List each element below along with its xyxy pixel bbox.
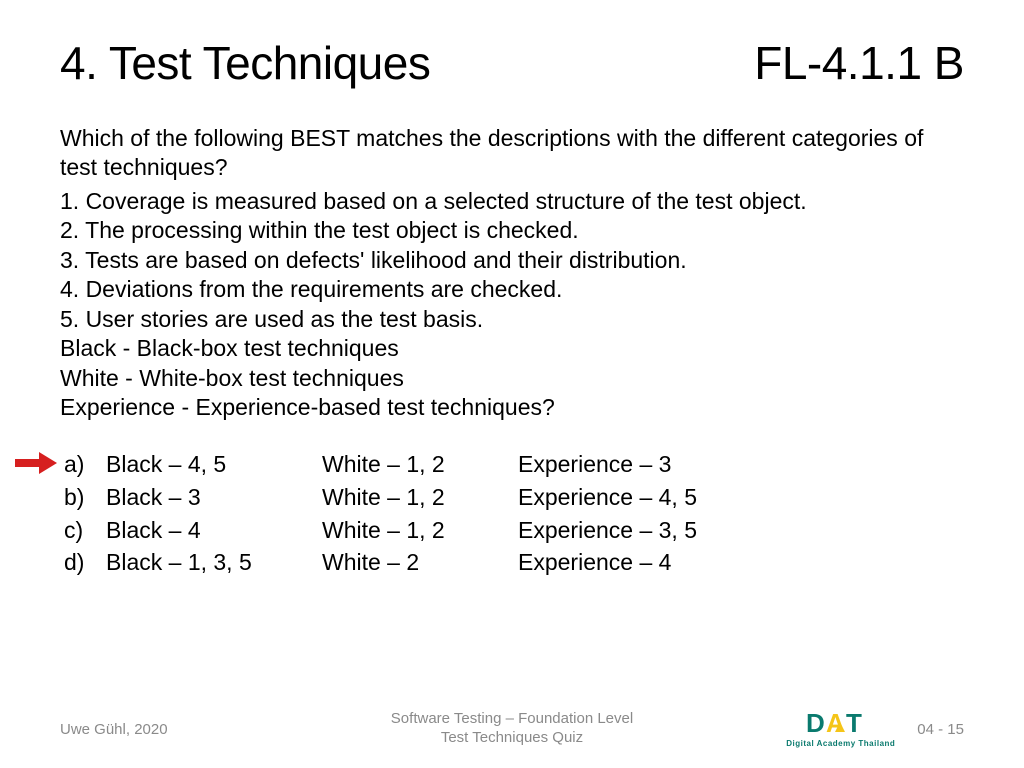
- answer-white: White – 1, 2: [322, 448, 518, 481]
- statement-1: 1. Coverage is measured based on a selec…: [60, 187, 964, 216]
- answer-exp: Experience – 4: [518, 546, 671, 579]
- answer-label: c): [60, 514, 106, 547]
- dat-logo-icon: D A T: [806, 710, 876, 738]
- question-text: Which of the following BEST matches the …: [60, 124, 964, 183]
- answer-label: d): [60, 546, 106, 579]
- answer-label: b): [60, 481, 106, 514]
- answer-exp: Experience – 3: [518, 448, 671, 481]
- dat-logo-subtitle: Digital Academy Thailand: [786, 739, 895, 748]
- answer-a: a) Black – 4, 5 White – 1, 2 Experience …: [60, 448, 964, 481]
- answer-exp: Experience – 4, 5: [518, 481, 697, 514]
- answer-exp: Experience – 3, 5: [518, 514, 697, 547]
- title-left: 4. Test Techniques: [60, 36, 430, 90]
- answer-black: Black – 3: [106, 481, 322, 514]
- title-row: 4. Test Techniques FL-4.1.1 B: [60, 36, 964, 90]
- answer-black: Black – 1, 3, 5: [106, 546, 322, 579]
- footer-left: Uwe Gühl, 2020: [60, 721, 168, 738]
- answer-b: b) Black – 3 White – 1, 2 Experience – 4…: [60, 481, 964, 514]
- answer-label: a): [60, 448, 106, 481]
- answer-black: Black – 4, 5: [106, 448, 322, 481]
- svg-text:A: A: [826, 710, 845, 738]
- statement-3: 3. Tests are based on defects' likelihoo…: [60, 246, 964, 275]
- statement-4: 4. Deviations from the requirements are …: [60, 275, 964, 304]
- answer-white: White – 1, 2: [322, 481, 518, 514]
- statement-2: 2. The processing within the test object…: [60, 216, 964, 245]
- answer-white: White – 2: [322, 546, 518, 579]
- answer-white: White – 1, 2: [322, 514, 518, 547]
- answer-black: Black – 4: [106, 514, 322, 547]
- svg-text:T: T: [846, 710, 862, 738]
- answers-block: a) Black – 4, 5 White – 1, 2 Experience …: [60, 448, 964, 579]
- answer-d: d) Black – 1, 3, 5 White – 2 Experience …: [60, 546, 964, 579]
- statement-5: 5. User stories are used as the test bas…: [60, 305, 964, 334]
- footer-center: Software Testing – Foundation Level Test…: [391, 710, 633, 748]
- correct-arrow-icon: [15, 452, 57, 474]
- svg-text:D: D: [806, 710, 825, 738]
- legend-experience: Experience - Experience-based test techn…: [60, 393, 964, 422]
- slide: 4. Test Techniques FL-4.1.1 B Which of t…: [0, 0, 1024, 768]
- title-right: FL-4.1.1 B: [754, 36, 964, 90]
- footer: Uwe Gühl, 2020 Software Testing – Founda…: [0, 710, 1024, 748]
- legend-black: Black - Black-box test techniques: [60, 334, 964, 363]
- footer-center-line2: Test Techniques Quiz: [391, 729, 633, 748]
- footer-page: 04 - 15: [917, 721, 964, 738]
- dat-logo: D A T Digital Academy Thailand: [786, 710, 895, 748]
- footer-center-line1: Software Testing – Foundation Level: [391, 710, 633, 729]
- footer-right: D A T Digital Academy Thailand 04 - 15: [786, 710, 964, 748]
- legend-white: White - White-box test techniques: [60, 364, 964, 393]
- answer-c: c) Black – 4 White – 1, 2 Experience – 3…: [60, 514, 964, 547]
